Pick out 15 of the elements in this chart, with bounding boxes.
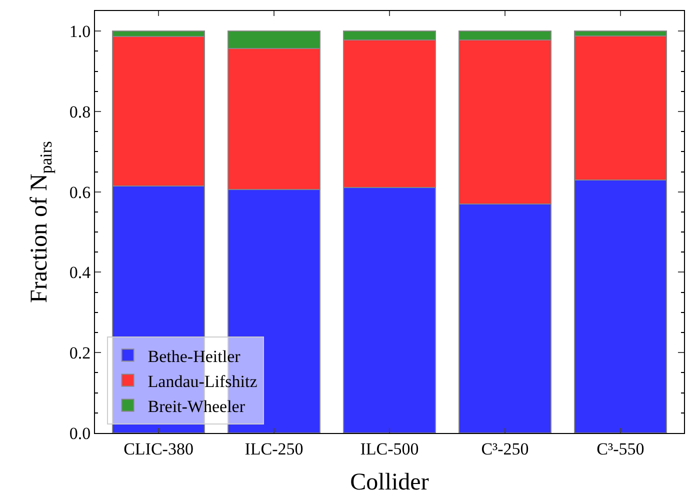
- y-tick-label: 0.8: [69, 102, 91, 122]
- x-tick-label: CLIC-380: [124, 439, 194, 458]
- y-tick-label: 1.0: [69, 22, 91, 42]
- y-tick-label: 0.6: [69, 182, 91, 202]
- x-tick-label: ILC-500: [360, 439, 419, 458]
- legend-label: Landau-Lifshitz: [148, 372, 258, 391]
- x-tick-label: C³-250: [481, 439, 529, 458]
- x-tick-label: C³-550: [596, 439, 644, 458]
- y-tick-label: 0.0: [69, 424, 91, 443]
- legend-label: Bethe-Heitler: [148, 346, 241, 366]
- y-tick-label: 0.4: [69, 263, 92, 282]
- y-tick-label: 0.2: [69, 344, 91, 363]
- x-axis-title: Collider: [350, 470, 429, 496]
- x-tick-label: ILC-250: [244, 439, 304, 458]
- legend-label: Breit-Wheeler: [148, 396, 246, 416]
